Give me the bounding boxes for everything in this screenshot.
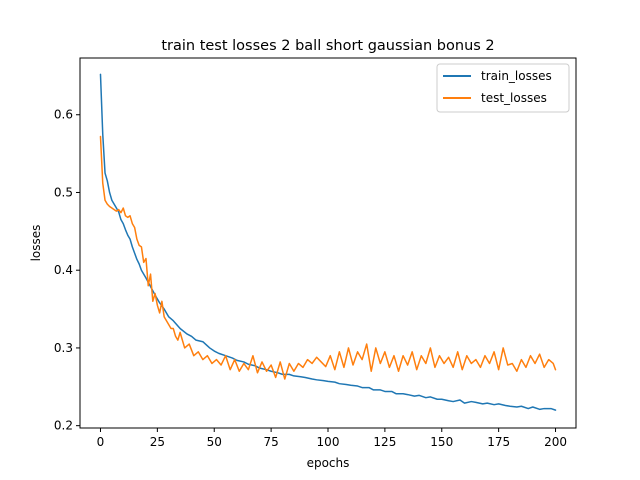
y-tick-label: 0.6: [54, 108, 73, 122]
legend-label-test-losses: test_losses: [481, 91, 547, 105]
x-tick-label: 75: [263, 435, 278, 449]
series-line-test-losses: [99, 135, 557, 380]
x-axis-label: epochs: [307, 456, 350, 470]
series-line-train-losses: [99, 73, 557, 411]
y-axis-label: losses: [29, 225, 43, 262]
x-tick-label: 150: [430, 435, 453, 449]
x-tick-label: 50: [207, 435, 222, 449]
y-tick-label: 0.3: [54, 341, 73, 355]
chart-title: train test losses 2 ball short gaussian …: [161, 38, 494, 54]
x-tick-label: 175: [487, 435, 510, 449]
y-tick-label: 0.4: [54, 263, 73, 277]
legend-label-train-losses: train_losses: [481, 69, 552, 83]
y-axis-ticks: 0.2 0.3 0.4 0.5 0.6: [54, 108, 80, 433]
y-tick-label: 0.2: [54, 419, 73, 433]
x-tick-label: 100: [317, 435, 340, 449]
series-layer: [99, 73, 557, 411]
x-axis-ticks: 0 25 50 75 100 125 150 175 200: [97, 428, 567, 449]
x-tick-label: 125: [373, 435, 396, 449]
legend: train_losses test_losses: [436, 63, 570, 113]
x-tick-label: 0: [97, 435, 105, 449]
x-tick-label: 200: [544, 435, 567, 449]
y-tick-label: 0.5: [54, 185, 73, 199]
x-tick-label: 25: [150, 435, 165, 449]
